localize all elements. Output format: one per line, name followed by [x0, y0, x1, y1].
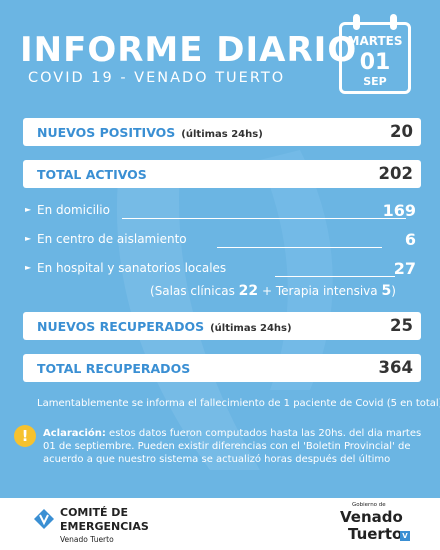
- salas-terapia-value: 5: [381, 283, 392, 299]
- aclaracion-body: estos datos fueron computados hasta las …: [43, 428, 422, 465]
- total-recuperados-label: TOTAL RECUPERADOS: [37, 361, 191, 376]
- page-title: INFORME DIARIO: [20, 30, 358, 70]
- nuevos-recuperados-card: NUEVOS RECUPERADOS (últimas 24hs) 25: [23, 312, 421, 340]
- nuevos-positivos-note: (últimas 24hs): [181, 129, 263, 140]
- gobierno-line2: Tuerto: [348, 525, 403, 543]
- total-activos-value: 202: [378, 164, 413, 183]
- total-recuperados-value: 364: [378, 358, 413, 377]
- total-activos-label: TOTAL ACTIVOS: [37, 167, 147, 182]
- comite-line2: EMERGENCIAS: [60, 520, 149, 533]
- bullet-icon: ►: [25, 234, 32, 243]
- page-subtitle: COVID 19 - VENADO TUERTO: [28, 70, 286, 86]
- salas-close-paren: ): [391, 284, 396, 298]
- activos-row-value: 6: [404, 230, 416, 249]
- comite-line1: COMITÉ DE: [60, 506, 128, 519]
- fallecimiento-notice: Lamentablemente se informa el fallecimie…: [37, 398, 440, 409]
- calendar-ring-left: [353, 14, 360, 30]
- activos-row-value: 27: [393, 259, 416, 278]
- calendar-icon: MARTES 01 SEP: [339, 14, 415, 96]
- nuevos-positivos-card: NUEVOS POSITIVOS (últimas 24hs) 20: [23, 118, 421, 146]
- nuevos-positivos-value: 20: [390, 122, 413, 141]
- salas-clinicas-value: 22: [238, 283, 259, 299]
- nuevos-recuperados-note: (últimas 24hs): [210, 323, 292, 334]
- activos-row-value: 169: [382, 201, 416, 220]
- salas-breakdown: (Salas clínicas 22 + Terapia intensiva 5…: [150, 283, 396, 299]
- aclaracion-title: Aclaración:: [43, 428, 106, 439]
- activos-row-aislamiento: ► En centro de aislamiento 6: [25, 230, 421, 252]
- gobierno-line1: Venado: [340, 508, 403, 526]
- aclaracion-text: Aclaración: estos datos fueron computado…: [43, 427, 428, 466]
- calendar-date: 01: [359, 50, 391, 75]
- bullet-icon: ►: [25, 205, 32, 214]
- gobierno-badge-icon: V: [400, 531, 410, 541]
- row-leader-line: [217, 247, 382, 248]
- total-recuperados-card: TOTAL RECUPERADOS 364: [23, 354, 421, 382]
- warning-icon: !: [14, 425, 36, 447]
- bullet-icon: ►: [25, 263, 32, 272]
- total-activos-card: TOTAL ACTIVOS 202: [23, 160, 421, 188]
- calendar-day: MARTES: [347, 34, 403, 48]
- activos-row-domicilio: ► En domicilio 169: [25, 201, 421, 223]
- comite-emergencias-logo-icon: [34, 509, 54, 529]
- nuevos-recuperados-value: 25: [390, 316, 413, 335]
- activos-row-hospital: ► En hospital y sanatorios locales 27: [25, 259, 421, 281]
- calendar-ring-right: [390, 14, 397, 30]
- salas-terapia-label: Terapia intensiva: [275, 284, 378, 298]
- nuevos-recuperados-label: NUEVOS RECUPERADOS (últimas 24hs): [37, 319, 292, 334]
- row-leader-line: [275, 276, 395, 277]
- calendar-frame: [339, 22, 411, 94]
- activos-row-label: En centro de aislamiento: [37, 232, 187, 246]
- row-leader-line: [122, 218, 406, 219]
- activos-row-label: En domicilio: [37, 203, 110, 217]
- gobierno-small: Gobierno de: [352, 502, 386, 508]
- activos-row-label: En hospital y sanatorios locales: [37, 261, 227, 275]
- calendar-month: SEP: [363, 75, 387, 88]
- nuevos-positivos-label: NUEVOS POSITIVOS (últimas 24hs): [37, 125, 263, 140]
- salas-open-paren: (: [150, 284, 155, 298]
- footer-logos: COMITÉ DE EMERGENCIAS Venado Tuerto Gobi…: [0, 498, 440, 550]
- salas-plus: +: [261, 284, 273, 298]
- salas-clinicas-label: Salas clínicas: [154, 284, 235, 298]
- comite-line3: Venado Tuerto: [60, 535, 114, 544]
